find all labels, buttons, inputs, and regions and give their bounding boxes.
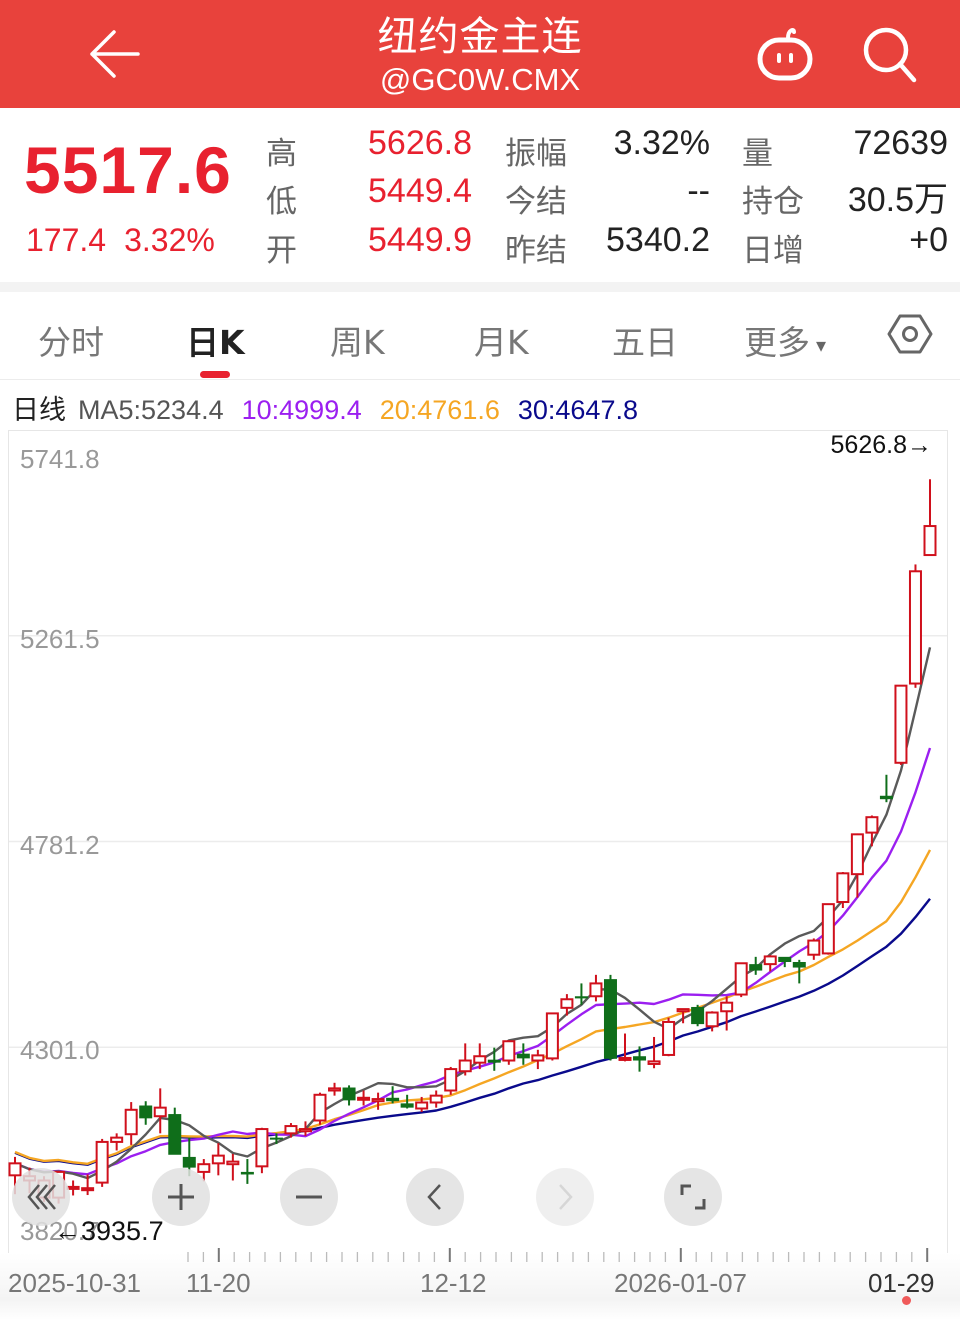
y-tick-label: 4301.0	[20, 1035, 100, 1065]
settings-hexagon-icon	[887, 314, 933, 354]
fullscreen-icon	[680, 1184, 706, 1210]
search-button[interactable]	[858, 24, 920, 84]
x-tick-label: 01-29	[868, 1268, 935, 1298]
caret-down-icon: ▾	[816, 332, 827, 357]
x-tick-label: 2026-01-07	[614, 1268, 747, 1298]
top-bar: 纽约金主连 @GC0W.CMX	[0, 0, 960, 108]
page-title: 纽约金主连	[377, 14, 583, 60]
stat-value-prev-settle: 5340.2	[606, 221, 710, 259]
scroll-to-start-button[interactable]	[12, 1168, 70, 1226]
back-button[interactable]	[84, 26, 144, 82]
stat-value-daily-change: +0	[909, 221, 948, 259]
x-tick-label: 2025-10-31	[8, 1268, 141, 1298]
tab-daily-k[interactable]: 日K	[186, 323, 245, 362]
tab-weekly-k[interactable]: 周K	[330, 323, 385, 362]
y-tick-label: 5261.5	[20, 624, 100, 654]
ma5-value: MA5:5234.4	[78, 395, 224, 425]
tab-intraday[interactable]: 分时	[38, 323, 104, 362]
zoom-in-button[interactable]	[152, 1168, 210, 1226]
robot-assistant-icon	[757, 28, 813, 81]
stat-label-low: 低	[266, 184, 297, 220]
last-price: 5517.6	[24, 133, 232, 207]
stat-label-open: 开	[266, 233, 297, 269]
stat-value-low: 5449.4	[368, 172, 472, 210]
stat-label-volume: 量	[742, 136, 773, 172]
tab-more-label: 更多	[744, 323, 810, 362]
stat-value-open-interest: 30.5万	[847, 181, 948, 219]
plus-icon	[168, 1184, 194, 1210]
x-axis-scrubber[interactable]	[0, 1253, 960, 1320]
stat-value-open: 5449.9	[368, 221, 472, 259]
change-amount: 177.4	[26, 222, 107, 258]
ma10-value: 10:4999.4	[241, 395, 362, 425]
chevron-right-icon	[559, 1184, 573, 1210]
low-price-marker: ←3935.7	[54, 1216, 164, 1246]
ai-assistant-button[interactable]	[752, 24, 818, 84]
high-price-marker: 5626.8→	[830, 431, 932, 459]
x-tick-label: 12-12	[420, 1268, 487, 1298]
chart-settings-button[interactable]	[886, 310, 934, 358]
stat-label-high: 高	[266, 136, 297, 172]
x-axis-ticks	[187, 1248, 929, 1262]
ma20-value: 20:4761.6	[379, 395, 500, 425]
search-icon	[863, 27, 917, 83]
chevron-left-icon	[427, 1184, 441, 1210]
ma-legend: 日线 MA5:5234.4 10:4999.4 20:4761.6 30:4647.8	[12, 388, 656, 427]
stat-value-amplitude: 3.32%	[613, 124, 710, 162]
minus-icon	[296, 1195, 322, 1199]
pan-right-button[interactable]	[536, 1168, 594, 1226]
x-tick-label: 11-20	[186, 1268, 251, 1298]
pan-left-button[interactable]	[406, 1168, 464, 1226]
stat-value-high: 5626.8	[368, 124, 472, 162]
tab-monthly-k[interactable]: 月K	[474, 323, 529, 362]
ma-legend-label: 日线	[12, 395, 66, 426]
price-change: 177.4 3.32%	[26, 222, 215, 259]
quote-panel: 5517.6 177.4 3.32% 高 5626.8 低 5449.4 开 54…	[0, 108, 960, 284]
stat-value-volume: 72639	[853, 124, 948, 162]
stat-label-daily-change: 日增	[742, 233, 804, 269]
stat-label-open-interest: 持仓	[742, 184, 804, 220]
zoom-out-button[interactable]	[280, 1168, 338, 1226]
y-tick-label: 4781.2	[20, 830, 100, 860]
period-tabs: 分时 日K 周K 月K 五日 更多 ▾	[0, 292, 960, 380]
stat-label-amplitude: 振幅	[505, 136, 567, 172]
change-percent: 3.32%	[124, 222, 215, 258]
tab-more[interactable]: 更多 ▾	[744, 316, 826, 364]
active-tab-indicator	[200, 371, 230, 378]
double-chevron-left-icon	[27, 1184, 56, 1210]
current-position-dot	[902, 1296, 911, 1305]
stat-value-today-settle: --	[687, 172, 710, 210]
ma30-value: 30:4647.8	[517, 395, 638, 425]
stat-label-today-settle: 今结	[505, 184, 567, 220]
section-divider	[0, 282, 960, 292]
y-tick-label: 5741.8	[20, 444, 100, 474]
fullscreen-button[interactable]	[664, 1168, 722, 1226]
instrument-code: @GC0W.CMX	[379, 62, 581, 97]
kline-chart-area[interactable]	[8, 430, 948, 1253]
arrow-left-icon	[90, 30, 140, 78]
tab-five-day[interactable]: 五日	[612, 323, 678, 362]
stat-label-prev-settle: 昨结	[505, 233, 567, 269]
